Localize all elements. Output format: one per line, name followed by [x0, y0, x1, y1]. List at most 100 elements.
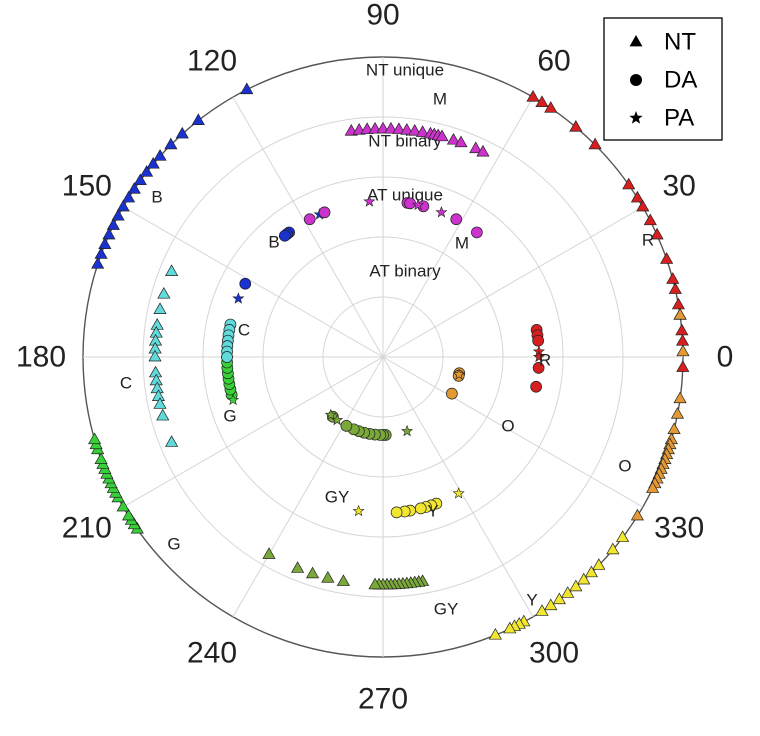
grid-spoke [232, 96, 384, 358]
nt-triangle-point [164, 137, 178, 150]
category-label: GY [434, 600, 459, 619]
nt-triangle-point [552, 592, 566, 605]
da-circle-point [303, 213, 316, 226]
nt-triangle-point [666, 272, 680, 284]
grid-spoke [382, 206, 644, 358]
nt-triangle-point [106, 218, 120, 230]
nt-triangle-point [630, 190, 644, 203]
nt-triangle-point [305, 566, 320, 579]
nt-triangle-point [561, 586, 575, 598]
nt-triangle-point [643, 213, 657, 226]
nt-triangle-point [676, 334, 690, 346]
nt-triangle-point [94, 247, 108, 259]
angle-tick-label: 90 [366, 0, 399, 32]
nt-triangle-point [148, 349, 162, 362]
category-label: Y [427, 502, 438, 521]
category-label: C [238, 321, 250, 340]
legend-star-icon [629, 111, 643, 124]
nt-triangle-point [577, 572, 591, 585]
da-circle-point [450, 213, 463, 226]
pa-star-point [401, 424, 414, 437]
nt-triangle-point [368, 577, 382, 590]
nt-triangle-point [526, 89, 540, 102]
da-circle-point [532, 362, 545, 374]
grid-spoke [382, 96, 534, 358]
nt-triangle-point [671, 297, 686, 310]
da-circle-point [390, 506, 403, 519]
grid-spoke [122, 206, 384, 358]
angle-tick-label: 0 [717, 341, 734, 374]
legend-label: PA [664, 105, 694, 132]
angle-tick-label: 150 [62, 170, 112, 203]
nt-triangle-point [165, 264, 179, 276]
nt-triangle-point [240, 82, 254, 95]
category-label: B [268, 233, 279, 252]
category-label: C [120, 374, 132, 393]
nt-triangle-point [133, 173, 147, 186]
nt-triangle-point [127, 182, 141, 194]
grid-spoke [382, 356, 644, 508]
polar-grid [82, 56, 684, 658]
nt-triangle-point [446, 132, 461, 145]
nt-triangle-point [153, 302, 167, 314]
nt-triangle-point [584, 565, 598, 578]
grid-spoke [232, 356, 384, 618]
nt-triangle-point [400, 123, 414, 135]
angle-tick-label: 330 [654, 512, 704, 545]
nt-triangle-point [408, 124, 422, 136]
nt-triangle-point [535, 604, 549, 616]
nt-triangle-point [153, 397, 167, 409]
angle-tick-label: 30 [662, 170, 695, 203]
nt-triangle-point [636, 199, 650, 212]
nt-triangle-point [416, 125, 430, 137]
nt-triangle-point [469, 141, 483, 154]
nt-triangle-point [153, 149, 167, 161]
category-label: O [501, 417, 514, 436]
nt-triangle-point [116, 499, 130, 512]
category-label: Y [526, 591, 537, 610]
angle-tick-label: 210 [62, 512, 112, 545]
pa-star-point [452, 487, 465, 499]
legend-label: NT [664, 29, 696, 56]
nt-triangle-point [535, 95, 549, 107]
legend-label: DA [664, 67, 697, 94]
nt-triangle-point [503, 621, 517, 634]
nt-triangle-point [544, 101, 558, 113]
nt-triangle-point [606, 542, 620, 555]
angle-tick-label: 180 [16, 341, 66, 374]
da-circle-point [471, 226, 483, 239]
nt-triangle-point [175, 126, 189, 139]
angle-tick-label: 300 [529, 637, 579, 670]
nt-triangle-point [676, 360, 690, 372]
ring-label: NT unique [366, 61, 444, 80]
nt-triangle-point [156, 408, 170, 421]
da-circle-point [239, 277, 252, 290]
da-circle-point [340, 420, 353, 432]
nt-triangle-point [646, 481, 660, 493]
nt-triangle-point [262, 547, 276, 559]
nt-triangle-point [111, 208, 125, 221]
pa-star-point [452, 368, 466, 380]
nt-triangle-point [676, 344, 690, 357]
category-label: G [167, 535, 180, 554]
da-circle-point [318, 206, 331, 219]
category-label: R [642, 231, 654, 250]
nt-triangle-point [616, 530, 630, 542]
category-label: M [433, 90, 447, 109]
nt-triangle-point [98, 237, 112, 249]
nt-triangle-point [88, 432, 102, 445]
nt-triangle-point [630, 508, 644, 521]
da-circle-point [530, 380, 542, 393]
legend-triangle-icon [629, 35, 643, 47]
nt-triangle-point [454, 135, 468, 148]
nt-triangle-point [102, 227, 116, 240]
nt-triangle-point [569, 579, 583, 592]
legend-circle-icon [630, 74, 642, 86]
pa-star-point [435, 206, 448, 218]
ring-label: AT binary [369, 262, 441, 281]
nt-triangle-point [544, 598, 558, 611]
nt-triangle-point [291, 561, 305, 573]
nt-triangle-point [569, 119, 583, 132]
category-label: GY [325, 488, 350, 507]
angle-tick-label: 60 [537, 44, 570, 77]
